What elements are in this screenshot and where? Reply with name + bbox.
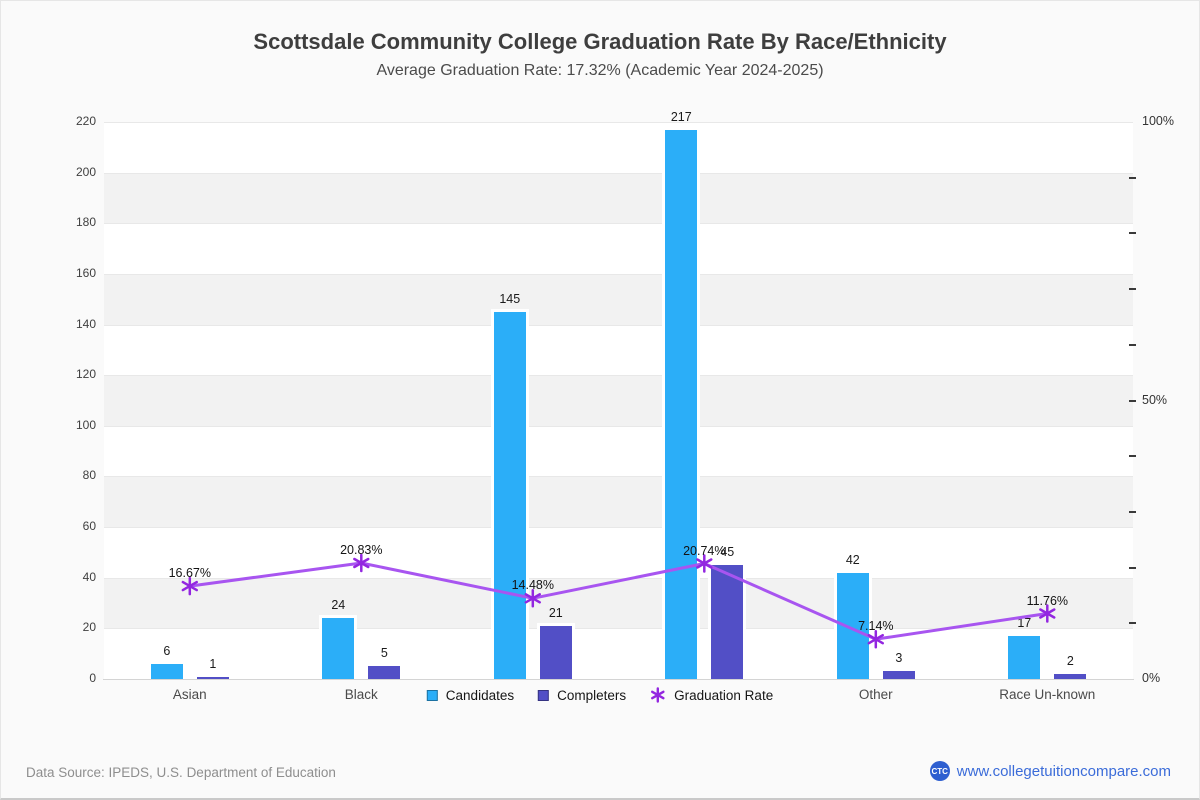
bar-value-label: 21	[548, 605, 563, 620]
bar-completers[interactable]	[1051, 670, 1090, 679]
bar-value-label: 6	[163, 643, 171, 658]
rate-value-label: 14.48%	[511, 578, 554, 593]
right-axis-minor-tick	[1129, 288, 1136, 291]
grid-band	[104, 375, 1133, 426]
y-axis-tick-label: 160	[75, 265, 96, 280]
bar-value-label: 217	[670, 109, 692, 124]
y-axis-tick-label: 0	[89, 671, 96, 685]
bar-value-label: 5	[380, 646, 388, 661]
y-axis-tick-label: 180	[75, 215, 96, 230]
bar-candidates[interactable]	[490, 308, 529, 679]
chart-title: Scottsdale Community College Graduation …	[253, 29, 947, 54]
bar-candidates[interactable]	[147, 660, 186, 679]
y-axis-tick-label: 20	[82, 620, 96, 635]
right-axis-minor-tick	[1129, 566, 1136, 569]
bar-value-label: 3	[895, 651, 903, 666]
grid-band	[104, 172, 1133, 224]
chart-subtitle: Average Graduation Rate: 17.32% (Academi…	[376, 62, 824, 79]
category-label-other: Other	[858, 687, 893, 702]
bar-value-label: 42	[845, 552, 860, 567]
right-axis-minor-tick	[1129, 510, 1136, 513]
category-label-asian: Asian	[172, 687, 207, 702]
right-axis-minor-tick	[1129, 232, 1136, 235]
rate-value-label: 20.74%	[683, 543, 726, 558]
right-axis-minor-tick	[1129, 622, 1136, 625]
ctc-logo-icon: CTC	[929, 761, 950, 781]
right-axis-tick-label: 0%	[1142, 671, 1161, 685]
category-label-black: Black	[344, 687, 378, 702]
y-axis-tick-label: 40	[82, 569, 96, 584]
right-axis-tick-label: 100%	[1142, 114, 1174, 128]
y-axis-tick-label: 140	[75, 316, 96, 331]
grid-band	[104, 577, 1133, 629]
right-axis-minor-tick	[1129, 343, 1136, 346]
candidates-swatch-icon	[426, 689, 438, 701]
grid-band	[104, 122, 1133, 173]
category-label-race-un-known: Race Un-known	[999, 687, 1096, 702]
grid-band	[104, 527, 1133, 578]
bar-value-label: 24	[331, 598, 346, 613]
bar-completers[interactable]	[193, 673, 232, 679]
bar-completers[interactable]	[879, 668, 918, 679]
asterisk-icon	[651, 687, 665, 703]
bar-candidates[interactable]	[662, 126, 701, 679]
y-axis-tick-label: 120	[75, 367, 96, 382]
grid-band	[104, 628, 1133, 679]
bar-value-label: 2	[1066, 653, 1074, 668]
website-link[interactable]: CTC www.collegetuitioncompare.com	[929, 761, 1171, 781]
bar-candidates[interactable]	[1005, 633, 1044, 679]
data-source-text: Data Source: IPEDS, U.S. Department of E…	[26, 765, 336, 780]
right-axis-minor-tick	[1129, 176, 1136, 179]
completers-swatch-icon	[538, 689, 550, 701]
grid-band	[104, 273, 1133, 325]
bar-completers[interactable]	[708, 562, 747, 679]
bar-value-label: 1	[209, 656, 217, 671]
right-axis-minor-tick	[1129, 455, 1136, 458]
legend-item-graduation-rate[interactable]: Graduation Rate	[650, 687, 773, 703]
grid-band	[104, 324, 1133, 376]
bar-completers[interactable]	[365, 663, 404, 679]
y-axis-tick-label: 200	[75, 164, 96, 179]
right-axis-tick-label: 50%	[1142, 392, 1168, 407]
legend-label-completers: Completers	[557, 687, 627, 703]
x-axis-line	[103, 679, 1134, 680]
legend-item-completers[interactable]: Completers	[538, 688, 626, 703]
bar-value-label: 17	[1017, 616, 1032, 630]
bar-completers[interactable]	[536, 622, 575, 679]
bar-candidates[interactable]	[319, 615, 358, 679]
y-axis-tick-label: 220	[75, 114, 96, 128]
y-axis-tick-label: 60	[82, 519, 96, 534]
legend-label-graduation-rate: Graduation Rate	[674, 687, 774, 703]
chart-legend: Candidates Completers Graduation Rate	[416, 681, 784, 709]
y-axis-tick-label: 80	[82, 468, 96, 483]
rate-value-label: 16.67%	[168, 566, 211, 581]
website-url: www.collegetuitioncompare.com	[956, 762, 1171, 780]
legend-label-candidates: Candidates	[445, 687, 515, 703]
right-axis-minor-tick	[1129, 399, 1136, 402]
legend-item-candidates[interactable]: Candidates	[426, 687, 515, 703]
grid-band	[104, 223, 1133, 274]
grid-band	[104, 425, 1133, 477]
rate-value-label: 7.14%	[858, 619, 894, 634]
y-axis-tick-label: 100	[75, 417, 96, 432]
rate-value-label: 11.76%	[1026, 593, 1069, 608]
rate-value-label: 20.83%	[340, 543, 383, 557]
bar-value-label: 145	[499, 291, 521, 306]
grid-band	[104, 476, 1133, 528]
